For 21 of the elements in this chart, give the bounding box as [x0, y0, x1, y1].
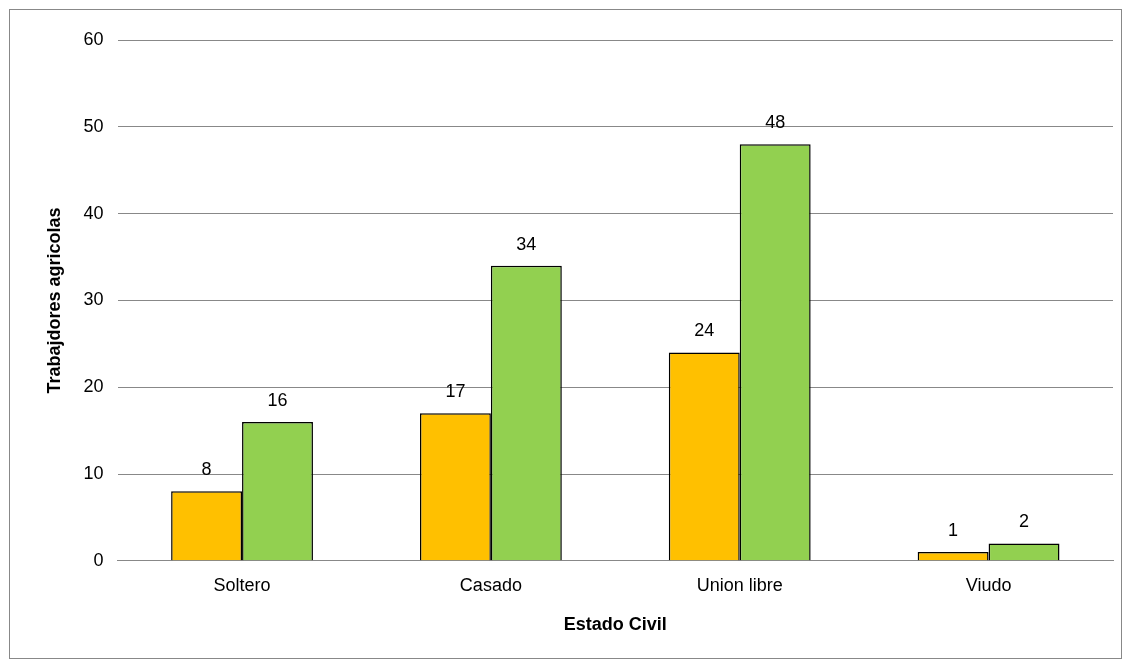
x-axis-title: Estado Civil — [563, 614, 667, 635]
x-tick-label: Soltero — [213, 574, 271, 595]
y-tick-label: 60 — [83, 28, 104, 49]
x-tick-label: Union libre — [696, 574, 783, 595]
data-label: 2 — [1019, 511, 1030, 532]
data-label: 17 — [445, 381, 466, 402]
data-label: 1 — [948, 520, 959, 541]
y-tick-label: 20 — [83, 376, 104, 397]
data-label: 16 — [267, 389, 288, 410]
y-tick-label: 10 — [83, 462, 104, 483]
data-label: 48 — [765, 112, 786, 133]
data-label: 34 — [516, 233, 537, 254]
y-axis-title: Trabajdores agricolas — [43, 207, 64, 394]
y-tick-label: 50 — [83, 115, 104, 136]
x-tick-label: Viudo — [965, 574, 1012, 595]
data-label: 24 — [694, 320, 715, 341]
x-tick-label: Casado — [459, 574, 522, 595]
y-tick-label: 40 — [83, 202, 104, 223]
data-label: 8 — [201, 459, 212, 480]
y-tick-label: 0 — [93, 549, 104, 570]
y-tick-label: 30 — [83, 289, 104, 310]
